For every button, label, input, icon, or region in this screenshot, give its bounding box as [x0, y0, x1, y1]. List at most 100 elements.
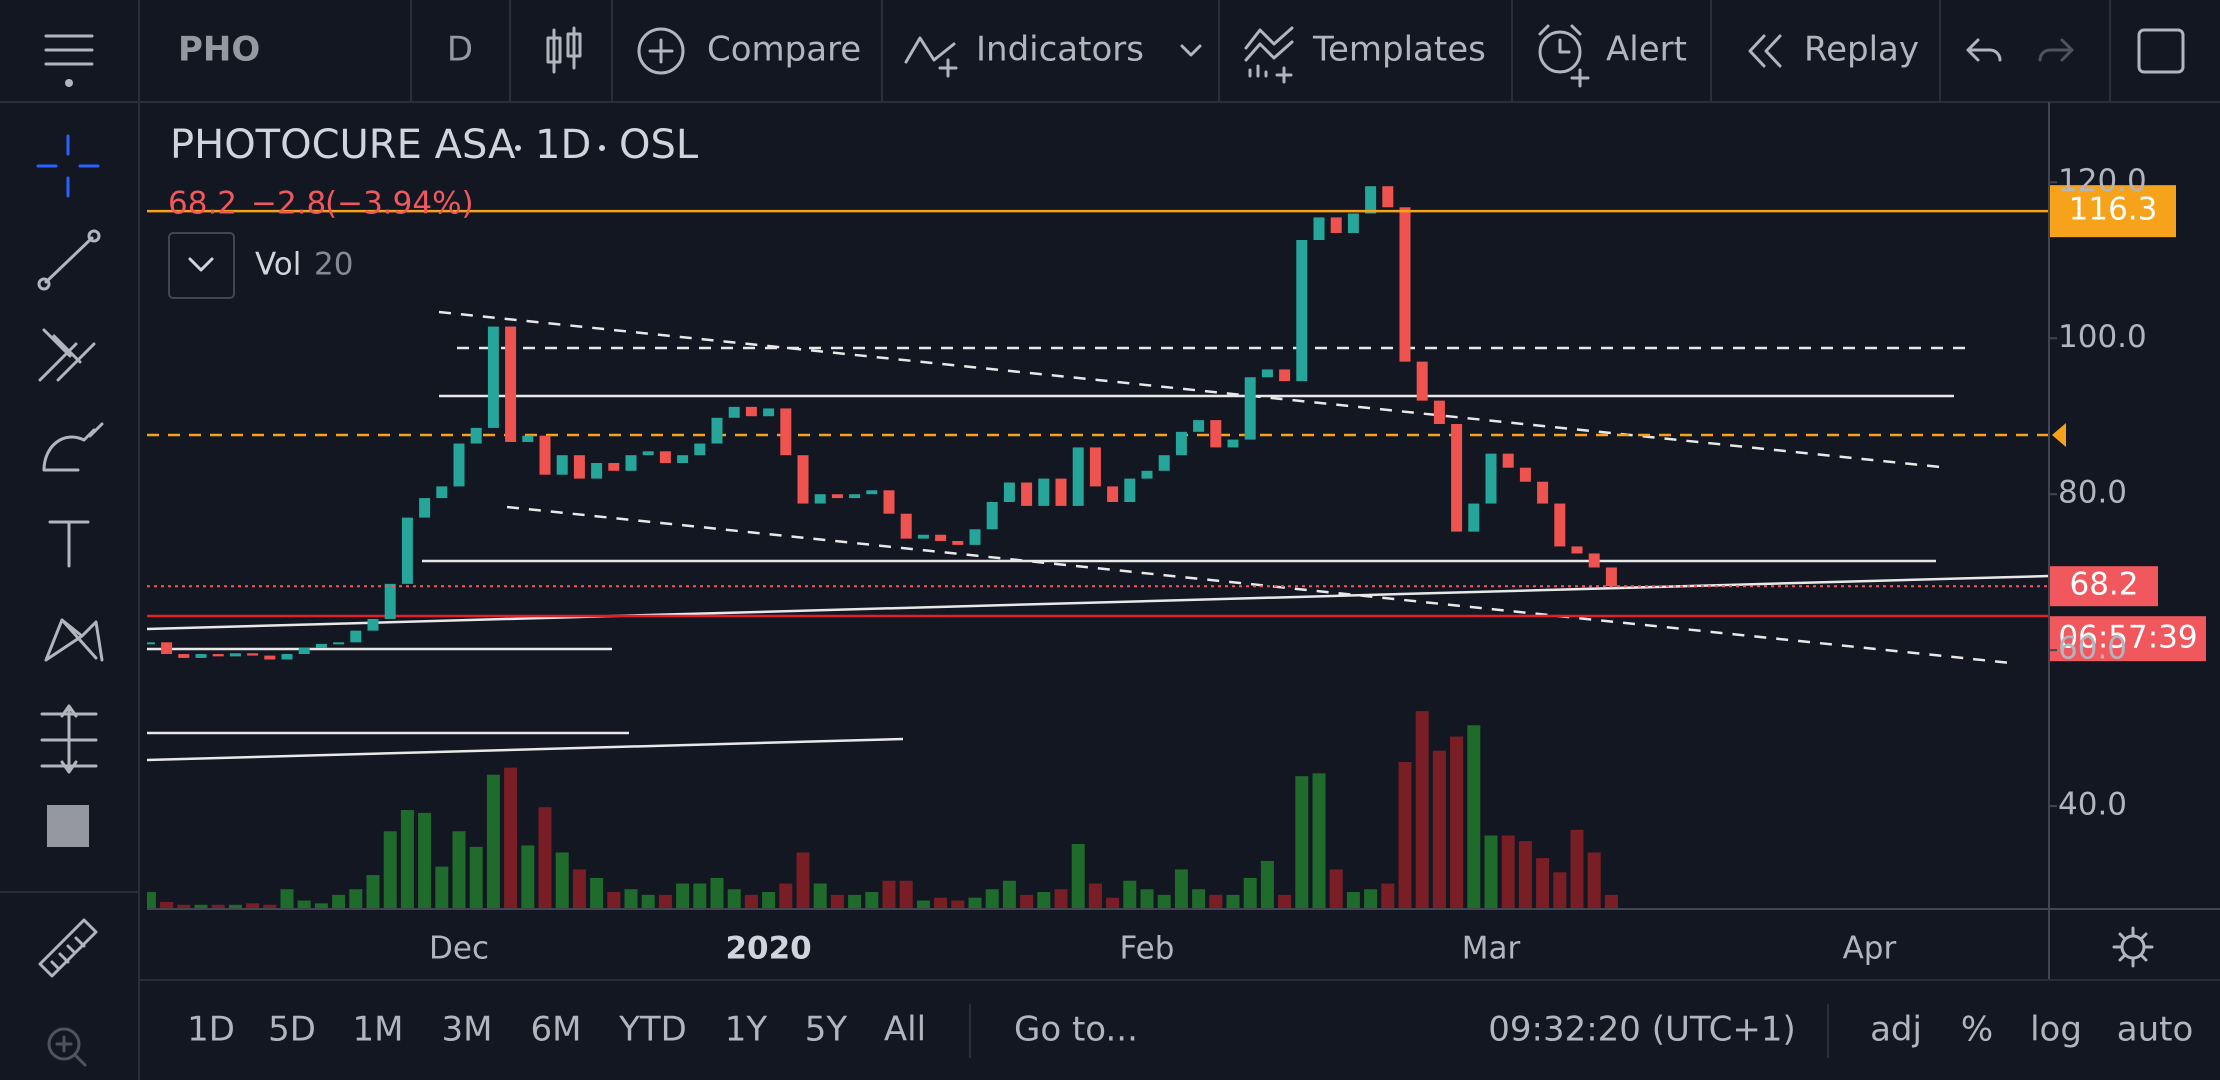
trendline-tool[interactable]	[37, 229, 101, 291]
indicators-button[interactable]: Indicators	[904, 30, 1202, 78]
legend-exchange: OSL	[619, 122, 699, 168]
symbol-button[interactable]: PHO	[178, 30, 260, 70]
volume-bar	[1071, 843, 1085, 909]
candle-body	[952, 540, 964, 545]
volume-bar	[882, 880, 896, 909]
volume-bar	[1329, 869, 1343, 909]
scale-option[interactable]: adj	[1870, 1010, 1922, 1050]
volume-bar	[383, 831, 397, 909]
candle-body	[419, 498, 431, 518]
candle-body	[986, 501, 998, 530]
volume-bar	[848, 894, 862, 909]
volume-bar	[177, 904, 191, 909]
range-button[interactable]: 1D	[187, 1010, 235, 1050]
range-button[interactable]: 1Y	[725, 1010, 768, 1050]
fib-tool[interactable]	[38, 328, 96, 382]
candle-body	[1038, 478, 1050, 506]
volume-bar	[830, 894, 844, 909]
candle-body	[1193, 420, 1205, 432]
candle-body	[178, 654, 190, 658]
range-button[interactable]: 5Y	[805, 1010, 848, 1050]
volume-bar	[899, 880, 913, 909]
chart-style-button[interactable]	[546, 26, 582, 74]
volume-bar	[1467, 725, 1481, 909]
volume-bar	[658, 894, 672, 909]
indicators-icon	[904, 36, 958, 78]
volume-bar	[538, 807, 552, 909]
interval-button[interactable]: D	[447, 30, 473, 70]
volume-bar	[263, 904, 277, 909]
volume-bar	[779, 883, 793, 909]
candle-body	[453, 443, 465, 487]
candle-body	[1072, 447, 1084, 506]
candle-body	[1107, 486, 1119, 502]
y-tick-label: 120.0	[2058, 163, 2147, 199]
countdown-box	[2050, 616, 2206, 662]
range-button[interactable]: 5D	[268, 1010, 316, 1050]
volume-study: Vol	[255, 247, 301, 283]
replay-icon	[1748, 34, 1782, 68]
plus-icon	[648, 38, 674, 64]
candle-body	[436, 486, 448, 499]
scale-option[interactable]: %	[1961, 1010, 1993, 1050]
ruler-tool[interactable]	[38, 918, 98, 978]
volume-bar	[762, 892, 776, 909]
last-price-label: 68.2	[2069, 567, 2138, 603]
candle-body	[1158, 455, 1170, 471]
legend-toggle[interactable]	[168, 232, 235, 299]
candle-body	[1485, 453, 1497, 504]
volume-bar	[211, 904, 225, 909]
stop-tool[interactable]	[47, 805, 89, 847]
volume-bar	[1553, 872, 1567, 909]
volume-bar	[1518, 841, 1532, 909]
scale-option[interactable]: auto	[2117, 1010, 2194, 1050]
text-tool[interactable]	[48, 520, 90, 568]
volume-bar	[968, 897, 982, 909]
measure-tool[interactable]	[40, 704, 98, 774]
replay-button[interactable]: Replay	[1748, 30, 1919, 70]
alert-button[interactable]: Alert	[1538, 24, 1687, 88]
range-button[interactable]: 3M	[442, 1010, 493, 1050]
range-button[interactable]: All	[884, 1010, 926, 1050]
candle-body	[1571, 546, 1583, 554]
candle-body	[315, 643, 327, 648]
templates-button[interactable]: Templates	[1244, 26, 1486, 84]
candle-body	[849, 494, 861, 499]
templates-icon	[1244, 26, 1294, 84]
level-marker	[2052, 423, 2066, 447]
fullscreen-button[interactable]	[2137, 28, 2185, 74]
candle-body	[1554, 503, 1566, 547]
range-button[interactable]: 1M	[353, 1010, 404, 1050]
candle-body	[1451, 424, 1463, 532]
candle-body	[1433, 400, 1445, 425]
menu-button[interactable]	[44, 34, 94, 87]
goto-button[interactable]: Go to...	[1014, 1010, 1138, 1050]
range-button[interactable]: YTD	[618, 1010, 687, 1050]
settings-button[interactable]	[2112, 926, 2154, 968]
candle-body	[608, 463, 620, 471]
scale-option[interactable]: log	[2030, 1010, 2082, 1050]
redo-button[interactable]	[2038, 38, 2074, 62]
candle-icon	[546, 26, 582, 74]
candle-body	[1124, 478, 1136, 502]
candle-body	[1382, 186, 1394, 208]
top-toolbar: PHO D Compare Indicators Templates Alert…	[0, 0, 2220, 103]
range-button[interactable]: 6M	[531, 1010, 582, 1050]
axes: 40.0 60.0 80.0 100.0 120.0 Dec 2020 Feb Mar Apr	[429, 163, 2147, 967]
alert-label: Alert	[1606, 30, 1687, 70]
compare-button[interactable]: Compare	[637, 27, 861, 75]
volume-bar	[916, 900, 930, 909]
pattern-tool[interactable]	[44, 618, 104, 662]
volume-bar	[985, 889, 999, 909]
candle-body	[917, 534, 929, 539]
brush-tool[interactable]	[42, 422, 104, 472]
undo-button[interactable]	[1966, 38, 2002, 62]
zoom-tool[interactable]	[47, 1027, 87, 1067]
drawing-sidebar	[0, 102, 140, 1080]
candle-body	[556, 455, 568, 475]
handle	[37, 277, 51, 291]
y-tick-label: 40.0	[2058, 787, 2127, 823]
drawings	[147, 310, 2049, 762]
candles	[147, 186, 1617, 660]
crosshair-tool[interactable]	[36, 134, 100, 198]
